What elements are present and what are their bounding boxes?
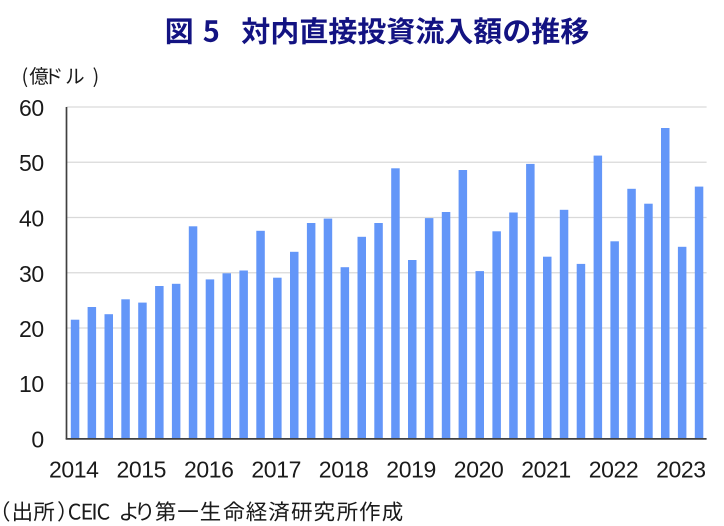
svg-text:2019: 2019 (386, 457, 436, 483)
svg-text:10: 10 (19, 371, 44, 397)
svg-text:2016: 2016 (184, 457, 234, 483)
svg-text:30: 30 (19, 261, 44, 287)
svg-text:2021: 2021 (521, 457, 571, 483)
svg-text:2023: 2023 (656, 457, 706, 483)
svg-text:2018: 2018 (319, 457, 369, 483)
svg-text:2014: 2014 (49, 457, 99, 483)
svg-text:2015: 2015 (117, 457, 167, 483)
svg-text:0: 0 (31, 427, 43, 453)
svg-text:2022: 2022 (589, 457, 639, 483)
svg-text:2017: 2017 (251, 457, 301, 483)
svg-text:40: 40 (19, 206, 44, 232)
svg-text:20: 20 (19, 316, 44, 342)
svg-text:2020: 2020 (454, 457, 504, 483)
svg-text:50: 50 (19, 150, 44, 176)
svg-text:60: 60 (19, 95, 44, 121)
